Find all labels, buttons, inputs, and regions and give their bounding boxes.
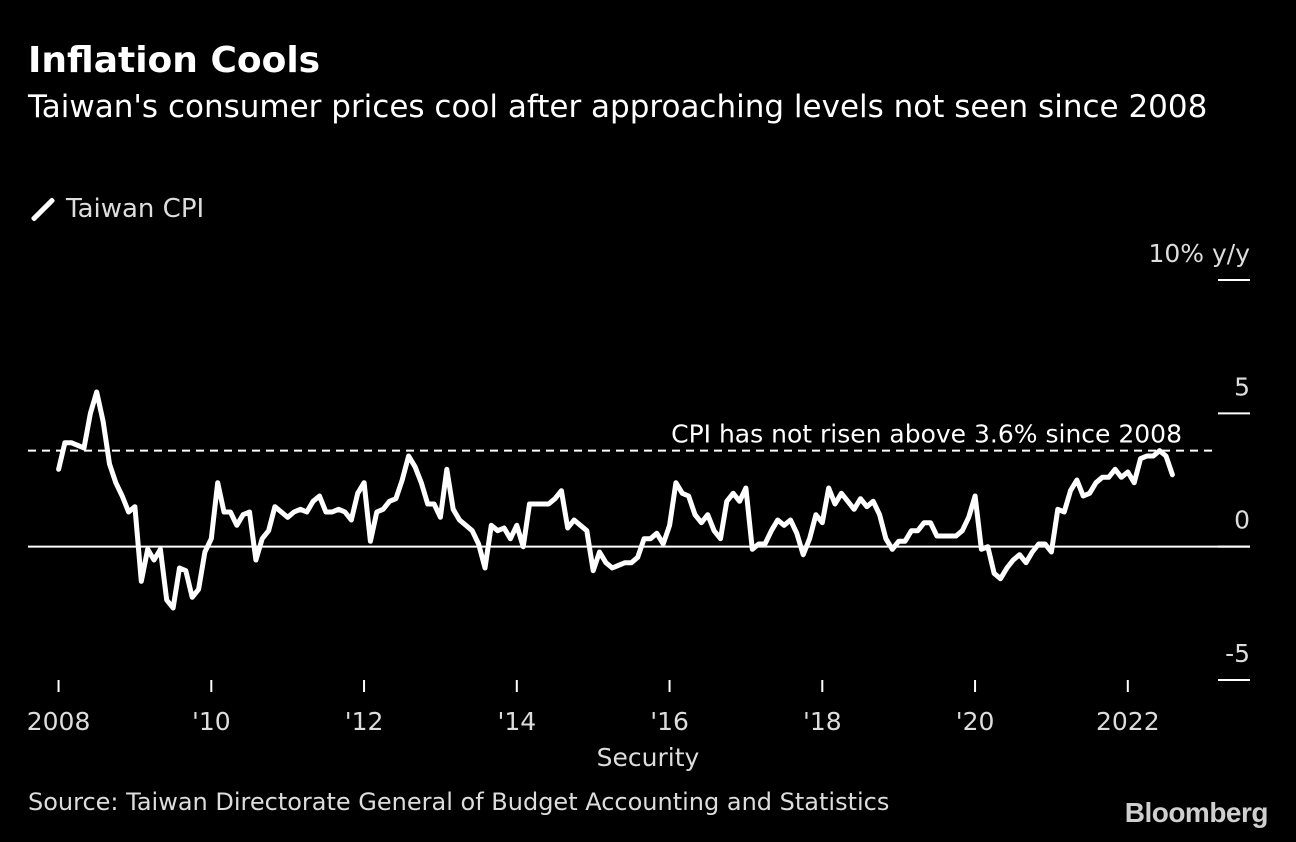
y-tick-label: 5 bbox=[1234, 372, 1250, 401]
chart-subtitle: Taiwan's consumer prices cool after appr… bbox=[28, 89, 1208, 125]
x-tick-label: '20 bbox=[956, 707, 995, 736]
legend-label-taiwan-cpi: Taiwan CPI bbox=[66, 194, 205, 224]
chart-title: Inflation Cools bbox=[28, 40, 321, 81]
y-tick-label: 10% y/y bbox=[1148, 239, 1250, 268]
legend: Taiwan CPI bbox=[30, 193, 204, 225]
x-tick-label: '16 bbox=[650, 707, 689, 736]
y-tick-label: -5 bbox=[1225, 639, 1250, 668]
y-tick-label: 0 bbox=[1234, 506, 1250, 535]
x-tick-label: '18 bbox=[803, 707, 842, 736]
x-tick-label: '12 bbox=[345, 707, 384, 736]
x-tick-label: 2008 bbox=[27, 707, 91, 736]
bloomberg-logo: Bloomberg bbox=[1124, 797, 1269, 828]
x-axis-title: Security bbox=[597, 743, 700, 772]
x-axis: 2008 '10 '12 '14 '16 '18 '20 2022 bbox=[27, 680, 1160, 736]
source-note: Source: Taiwan Directorate General of Bu… bbox=[28, 788, 890, 816]
x-tick-label: '10 bbox=[192, 707, 231, 736]
y-axis: 10% y/y 5 0 -5 bbox=[1148, 239, 1250, 681]
series-line-taiwan-cpi bbox=[56, 389, 1175, 611]
x-tick-label: '14 bbox=[497, 707, 536, 736]
reference-line-annotation: CPI has not risen above 3.6% since 2008 bbox=[671, 420, 1182, 449]
x-tick-label: 2022 bbox=[1096, 707, 1160, 736]
